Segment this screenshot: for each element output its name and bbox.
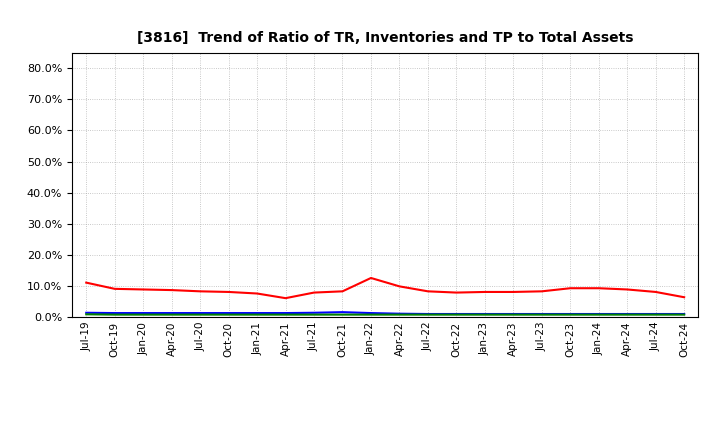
Trade Payables: [282, 312, 290, 317]
Trade Payables: [680, 312, 688, 317]
Inventories: [480, 312, 489, 317]
Inventories: [509, 312, 518, 317]
Trade Receivables: [652, 290, 660, 295]
Inventories: [196, 311, 204, 316]
Trade Receivables: [338, 289, 347, 294]
Trade Receivables: [480, 290, 489, 295]
Inventories: [167, 311, 176, 316]
Inventories: [310, 310, 318, 315]
Inventories: [338, 309, 347, 315]
Trade Payables: [366, 312, 375, 317]
Trade Payables: [509, 312, 518, 317]
Trade Receivables: [452, 290, 461, 295]
Trade Payables: [623, 312, 631, 317]
Inventories: [537, 312, 546, 317]
Trade Receivables: [566, 286, 575, 291]
Inventories: [110, 311, 119, 316]
Trade Payables: [225, 312, 233, 317]
Trade Payables: [537, 312, 546, 317]
Trade Receivables: [253, 291, 261, 296]
Trade Receivables: [310, 290, 318, 295]
Trade Receivables: [509, 290, 518, 295]
Trade Receivables: [282, 296, 290, 301]
Trade Payables: [82, 312, 91, 317]
Trade Payables: [167, 312, 176, 317]
Trade Payables: [652, 312, 660, 317]
Inventories: [395, 311, 404, 316]
Inventories: [652, 312, 660, 317]
Inventories: [139, 311, 148, 316]
Trade Payables: [566, 312, 575, 317]
Inventories: [680, 312, 688, 317]
Inventories: [366, 311, 375, 316]
Trade Receivables: [680, 295, 688, 300]
Trade Payables: [338, 312, 347, 317]
Trade Payables: [196, 312, 204, 317]
Trade Payables: [452, 312, 461, 317]
Trade Payables: [110, 312, 119, 317]
Trade Receivables: [623, 287, 631, 292]
Inventories: [595, 312, 603, 317]
Trade Receivables: [423, 289, 432, 294]
Trade Receivables: [537, 289, 546, 294]
Trade Payables: [595, 312, 603, 317]
Trade Payables: [253, 312, 261, 317]
Trade Receivables: [395, 284, 404, 289]
Trade Receivables: [110, 286, 119, 291]
Trade Payables: [139, 312, 148, 317]
Trade Payables: [423, 312, 432, 317]
Trade Receivables: [139, 287, 148, 292]
Trade Receivables: [366, 275, 375, 281]
Trade Payables: [480, 312, 489, 317]
Trade Receivables: [167, 287, 176, 293]
Trade Payables: [395, 312, 404, 317]
Inventories: [253, 311, 261, 316]
Title: [3816]  Trend of Ratio of TR, Inventories and TP to Total Assets: [3816] Trend of Ratio of TR, Inventories…: [137, 31, 634, 45]
Trade Receivables: [225, 290, 233, 295]
Inventories: [82, 310, 91, 315]
Line: Inventories: Inventories: [86, 312, 684, 314]
Trade Receivables: [82, 280, 91, 285]
Inventories: [423, 312, 432, 317]
Line: Trade Receivables: Trade Receivables: [86, 278, 684, 298]
Trade Receivables: [595, 286, 603, 291]
Inventories: [623, 312, 631, 317]
Inventories: [452, 312, 461, 317]
Trade Receivables: [196, 289, 204, 294]
Inventories: [566, 312, 575, 317]
Inventories: [225, 311, 233, 316]
Inventories: [282, 311, 290, 316]
Trade Payables: [310, 312, 318, 317]
